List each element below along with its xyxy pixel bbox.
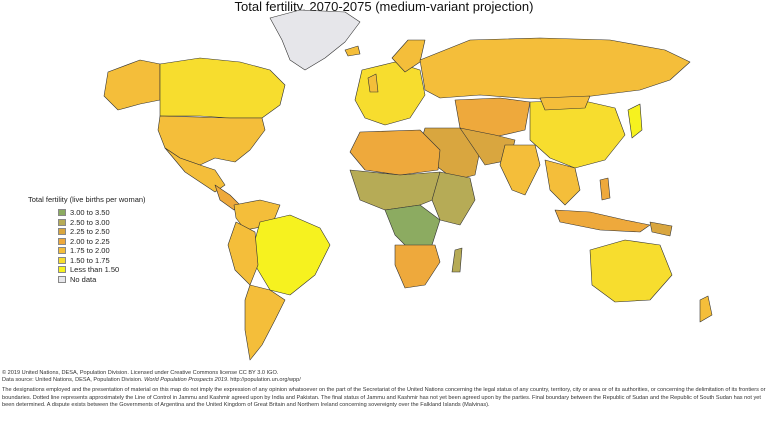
legend-swatch	[58, 228, 66, 236]
region-sahel	[349, 169, 446, 211]
region-madagascar	[451, 247, 463, 273]
footer-notes: © 2019 United Nations, DESA, Population …	[2, 370, 766, 409]
legend-items: 3.00 to 3.50 2.50 to 3.00 2.25 to 2.50 2.00…	[28, 208, 146, 284]
region-southern-cone	[244, 284, 286, 361]
legend-swatch	[58, 266, 66, 274]
legend-item: 1.75 to 2.00	[58, 246, 146, 256]
region-brazil	[254, 214, 331, 296]
region-southeast-asia	[544, 159, 581, 206]
legend-swatch	[58, 218, 66, 226]
legend-swatch	[58, 275, 66, 283]
region-russia	[419, 37, 691, 101]
legend-swatch	[58, 209, 66, 217]
legend-item: No data	[58, 275, 146, 285]
legend-label: 1.50 to 1.75	[70, 255, 110, 265]
region-east-africa	[431, 171, 476, 226]
region-uk	[367, 73, 379, 93]
region-scandinavia	[391, 39, 426, 73]
source-title: World Population Prospects 2019	[144, 377, 228, 384]
legend-item: Less than 1.50	[58, 265, 146, 275]
region-mexico	[164, 147, 226, 193]
source-suffix: . http://population.un.org/wpp/	[227, 377, 301, 384]
legend-label: 2.00 to 2.25	[70, 236, 110, 246]
region-greenland	[269, 9, 361, 71]
disclaimer-note: The designations employed and the presen…	[2, 387, 766, 408]
region-japan	[627, 103, 643, 139]
world-map	[103, 9, 713, 361]
region-peru-bolivia	[227, 221, 259, 286]
legend-item: 2.00 to 2.25	[58, 237, 146, 247]
region-usa	[157, 115, 266, 166]
region-europe	[354, 61, 426, 126]
legend-label: 1.75 to 2.00	[70, 246, 110, 256]
legend-item: 3.00 to 3.50	[58, 208, 146, 218]
map-legend: Total fertility (live births per woman) …	[28, 195, 146, 284]
region-china	[529, 99, 626, 169]
region-north-africa	[349, 129, 441, 176]
region-canada	[159, 57, 286, 119]
data-source-note: Data source: United Nations, DESA, Popul…	[2, 377, 766, 384]
legend-label: 2.25 to 2.50	[70, 227, 110, 237]
legend-item: 2.50 to 3.00	[58, 218, 146, 228]
region-new-zealand	[699, 295, 713, 323]
legend-label: 2.50 to 3.00	[70, 217, 110, 227]
region-mongolia	[539, 95, 591, 111]
region-central-africa	[384, 204, 441, 251]
legend-item: 2.25 to 2.50	[58, 227, 146, 237]
region-australia	[589, 239, 673, 303]
legend-label: No data	[70, 274, 97, 284]
region-papua-new-guinea	[649, 221, 673, 237]
region-philippines	[599, 177, 611, 201]
source-prefix: Data source: United Nations, DESA, Popul…	[2, 377, 145, 384]
region-iceland	[344, 45, 361, 57]
region-indonesia	[554, 209, 651, 233]
region-southern-africa	[394, 244, 441, 289]
legend-swatch	[58, 247, 66, 255]
legend-swatch	[58, 237, 66, 245]
legend-item: 1.50 to 1.75	[58, 256, 146, 266]
license-note: © 2019 United Nations, DESA, Population …	[2, 370, 279, 376]
region-india	[499, 144, 541, 196]
legend-label: 3.00 to 3.50	[70, 208, 110, 218]
legend-label: Less than 1.50	[70, 265, 120, 275]
legend-swatch	[58, 256, 66, 264]
region-alaska	[103, 59, 161, 111]
legend-title: Total fertility (live births per woman)	[28, 195, 146, 204]
